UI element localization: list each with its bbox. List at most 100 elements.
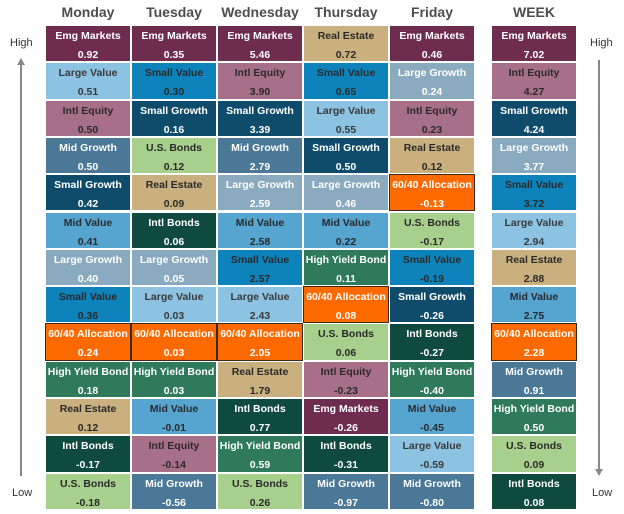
asset-class-name: Small Growth	[54, 179, 122, 192]
return-value: 0.59	[249, 459, 271, 472]
return-value: 0.50	[523, 422, 545, 434]
return-value: 0.12	[77, 422, 99, 434]
return-value: -0.14	[162, 459, 186, 472]
quilt-cell: Intl Equity 4.27	[491, 62, 577, 100]
quilt-cell: Large Growth 0.46	[303, 174, 389, 212]
return-value: 0.06	[335, 347, 357, 360]
return-value: 4.27	[523, 86, 545, 99]
quilt-cell: Large Value 2.43	[217, 286, 303, 324]
quilt-cell: Large Growth 0.24	[389, 62, 475, 100]
quilt-cell: Large Growth 0.05	[131, 248, 217, 287]
return-value: -0.59	[420, 459, 444, 472]
return-value: 0.09	[163, 198, 185, 211]
asset-class-name: 60/40 Allocation	[48, 328, 128, 341]
asset-class-name: High Yield Bond	[493, 403, 575, 415]
quilt-cell: High Yield Bond 0.50	[491, 398, 577, 436]
quilt-cell: Intl Bonds 0.06	[131, 211, 217, 249]
return-value: 0.65	[335, 86, 357, 99]
asset-class-name: Large Value	[402, 440, 462, 453]
asset-class-name: Large Growth	[53, 253, 123, 266]
quilt-cell: Large Value 0.55	[303, 99, 389, 137]
return-value: 0.35	[163, 49, 185, 61]
return-value: -0.27	[420, 347, 444, 360]
quilt-cell: Small Growth 0.42	[45, 174, 131, 212]
return-value: -0.97	[334, 496, 358, 509]
quilt-cell: Intl Bonds -0.17	[45, 435, 131, 473]
asset-class-name: High Yield Bond	[47, 365, 129, 378]
return-value: -0.17	[420, 235, 444, 248]
return-value: 7.02	[523, 49, 545, 61]
quilt-cell: U.S. Bonds 0.12	[131, 136, 217, 175]
quilt-cell: Small Value 3.72	[491, 174, 577, 212]
return-value: 0.09	[523, 459, 545, 472]
right-axis-line	[598, 60, 600, 470]
return-value: 0.72	[335, 49, 357, 61]
quilt-cell: Real Estate 0.12	[45, 398, 131, 436]
asset-class-name: Mid Value	[509, 291, 559, 304]
quilt-cell: Emg Markets 0.35	[131, 25, 217, 63]
quilt-cell: Large Value -0.59	[389, 435, 475, 473]
asset-class-name: Emg Markets	[399, 30, 465, 42]
asset-class-name: Intl Bonds	[234, 403, 286, 415]
return-value: 0.46	[335, 198, 357, 211]
return-value: 0.50	[77, 123, 99, 136]
asset-class-name: Small Value	[144, 67, 204, 80]
return-value: 2.57	[249, 272, 271, 285]
asset-class-name: High Yield Bond	[391, 365, 473, 378]
quilt-cell: Small Growth 4.24	[491, 99, 577, 137]
return-value: -0.45	[420, 422, 444, 434]
quilt-cell: Mid Value 0.22	[303, 211, 389, 249]
asset-class-name: Real Estate	[145, 179, 203, 192]
asset-class-name: Real Estate	[505, 253, 563, 266]
quilt-cell: Intl Equity 0.50	[45, 99, 131, 137]
return-value: -0.31	[334, 459, 358, 472]
quilt-cell: Emg Markets -0.26	[303, 398, 389, 436]
quilt-cell: 60/40 Allocation -0.13	[389, 174, 475, 212]
return-value: -0.01	[162, 422, 186, 434]
asset-class-name: Emg Markets	[227, 30, 293, 42]
return-value: 0.23	[421, 123, 443, 136]
asset-class-name: Large Growth	[397, 67, 467, 80]
column-header-friday: Friday	[410, 4, 453, 20]
quilt-cell: 60/40 Allocation 0.03	[131, 323, 217, 361]
quilt-cell: 60/40 Allocation 2.28	[491, 323, 577, 361]
asset-class-name: U.S. Bonds	[317, 328, 374, 341]
quilt-cell: Mid Value -0.01	[131, 398, 217, 436]
quilt-cell: 60/40 Allocation 0.24	[45, 323, 131, 361]
quilt-cell: U.S. Bonds 0.26	[217, 472, 303, 510]
return-value: 2.05	[249, 347, 271, 360]
arrow-up-icon	[17, 58, 25, 65]
quilt-cell: High Yield Bond 0.18	[45, 360, 131, 398]
quilt-cell: 60/40 Allocation 2.05	[217, 323, 303, 361]
return-value: 0.03	[163, 347, 185, 360]
quilt-cell: Real Estate 2.88	[491, 248, 577, 287]
return-value: 2.79	[249, 160, 271, 173]
asset-class-name: Intl Equity	[508, 67, 560, 80]
quilt-cell: Intl Equity 0.23	[389, 99, 475, 137]
return-value: 0.41	[77, 235, 99, 248]
quilt-cell: U.S. Bonds -0.17	[389, 211, 475, 249]
return-value: 0.26	[249, 496, 271, 509]
quilt-cell: Mid Growth -0.80	[389, 472, 475, 510]
quilt-cell: Small Value -0.19	[389, 248, 475, 287]
asset-class-name: High Yield Bond	[305, 253, 387, 266]
asset-class-name: U.S. Bonds	[403, 216, 460, 229]
quilt-cell: Intl Bonds -0.31	[303, 435, 389, 473]
return-value: 0.92	[77, 49, 99, 61]
return-value: -0.26	[420, 310, 444, 323]
return-value: -0.26	[334, 422, 358, 434]
asset-class-name: Intl Bonds	[406, 328, 458, 341]
asset-class-name: Intl Bonds	[62, 440, 114, 453]
quilt-cell: Small Growth 0.16	[131, 99, 217, 137]
return-value: 0.08	[335, 310, 357, 323]
quilt-cell: Emg Markets 5.46	[217, 25, 303, 63]
asset-class-name: Large Growth	[225, 179, 295, 192]
asset-class-name: Intl Equity	[234, 67, 286, 80]
return-value: 0.22	[335, 235, 357, 248]
asset-class-name: Mid Growth	[145, 477, 203, 490]
asset-class-name: 60/40 Allocation	[220, 328, 300, 341]
asset-class-name: Real Estate	[317, 30, 375, 42]
asset-class-name: Large Value	[230, 291, 290, 304]
quilt-cell: Small Value 0.65	[303, 62, 389, 100]
